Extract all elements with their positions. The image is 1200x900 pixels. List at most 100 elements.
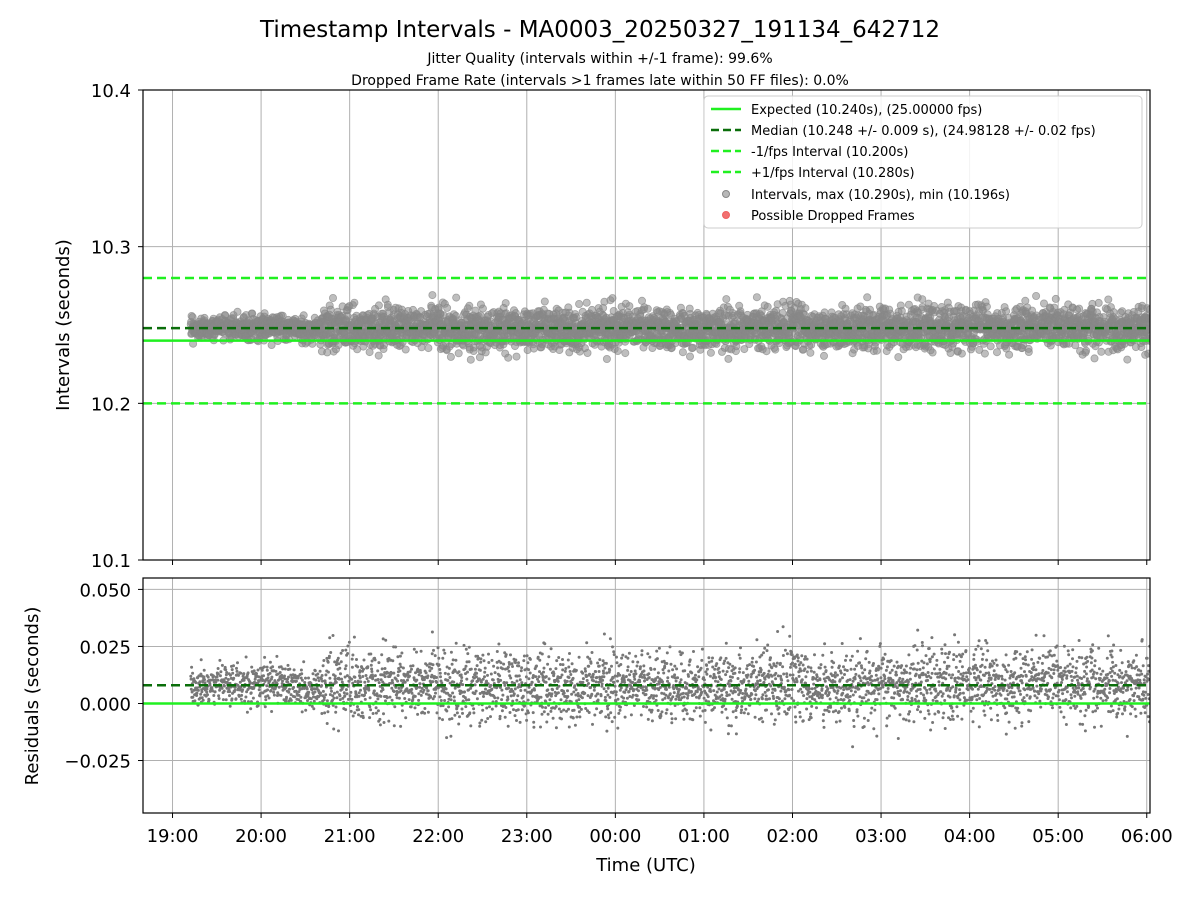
interval-point [365, 348, 374, 357]
residual-point [430, 666, 434, 670]
residual-point [207, 698, 211, 702]
interval-point [374, 351, 383, 360]
residual-point [283, 667, 287, 671]
residual-point [441, 718, 444, 722]
legend-dropped-swatch [722, 211, 730, 219]
interval-point [1024, 347, 1033, 356]
residual-point [366, 665, 370, 669]
residual-point [363, 697, 367, 701]
residual-point [324, 704, 328, 707]
residual-point [274, 669, 278, 673]
interval-point [928, 348, 937, 357]
residual-point [415, 650, 418, 654]
residual-point [266, 688, 270, 692]
residual-point [380, 667, 384, 671]
interval-point [326, 305, 335, 314]
residual-point [359, 688, 362, 692]
residual-point [399, 665, 403, 669]
residual-point [339, 660, 343, 664]
residual-point [397, 667, 401, 670]
legend-expected-label: Expected (10.240s), (25.00000 fps) [751, 103, 982, 118]
residual-point [318, 669, 322, 673]
interval-point [993, 348, 1002, 357]
interval-point [740, 345, 749, 354]
residual-point [386, 671, 390, 675]
residuals-panel: −0.0250.0000.0250.050 19:00 20:00 21:00 22:… [22, 577, 1173, 876]
residual-point [378, 717, 382, 721]
residual-point [469, 686, 473, 690]
residual-point [306, 699, 309, 703]
residual-point [430, 630, 434, 634]
residual-point [383, 667, 387, 670]
residual-point [225, 671, 229, 674]
residual-point [281, 667, 285, 671]
residual-point [220, 686, 224, 690]
residual-point [426, 674, 430, 678]
interval-point [763, 302, 772, 311]
residual-point [435, 711, 439, 715]
residual-point [400, 651, 404, 655]
residual-point [343, 694, 347, 698]
residual-point [256, 668, 260, 672]
residual-point [457, 670, 461, 674]
residual-point [312, 707, 316, 711]
residual-point [219, 670, 223, 674]
residual-point [413, 706, 417, 710]
residual-point [462, 643, 466, 647]
residual-point [322, 696, 326, 699]
residual-point [333, 674, 337, 678]
interval-point [980, 349, 989, 358]
residual-point [364, 687, 368, 691]
interval-point [957, 349, 966, 358]
residual-point [423, 711, 427, 715]
residual-point [228, 704, 232, 708]
interval-point [1005, 350, 1014, 359]
residual-point [409, 664, 413, 668]
residual-point [268, 671, 272, 675]
intervals-y-tick-label: 10.4 [91, 81, 131, 102]
interval-point [1094, 298, 1103, 307]
residual-point [206, 675, 210, 679]
interval-point [608, 294, 617, 303]
residual-point [348, 694, 352, 698]
residual-point [385, 696, 389, 700]
residual-point [465, 677, 469, 681]
intervals-panel: 10.110.210.310.4 Intervals (seconds) Exp… [53, 81, 1151, 572]
legend-dropped-label: Possible Dropped Frames [751, 209, 915, 224]
interval-point [722, 295, 731, 304]
interval-point [299, 311, 308, 320]
residual-point [433, 695, 436, 698]
residual-point [299, 676, 303, 680]
residual-point [413, 694, 417, 698]
residual-point [345, 674, 349, 678]
residual-point [368, 705, 372, 709]
residual-point [381, 688, 385, 692]
residual-point [395, 696, 399, 700]
interval-point [678, 348, 687, 357]
residual-point [404, 716, 408, 720]
residual-point [460, 679, 463, 683]
residual-point [394, 685, 398, 689]
residual-point [198, 680, 202, 684]
residual-point [226, 678, 230, 681]
residual-point [223, 665, 227, 669]
residual-point [444, 687, 448, 691]
residual-point [292, 668, 296, 672]
residual-point [445, 709, 449, 713]
residual-point [461, 683, 465, 687]
residual-point [399, 689, 403, 693]
residual-point [339, 651, 343, 655]
residual-point [353, 680, 357, 683]
residual-point [403, 680, 407, 684]
interval-point [529, 344, 538, 353]
interval-point [575, 299, 584, 308]
residual-point [313, 690, 317, 694]
residual-point [400, 709, 404, 713]
residual-point [417, 673, 421, 677]
residual-point [350, 657, 354, 661]
residual-point [286, 663, 290, 667]
residual-point [314, 678, 318, 682]
residual-point [377, 661, 381, 665]
residual-point [241, 688, 245, 692]
residual-point [350, 677, 354, 681]
